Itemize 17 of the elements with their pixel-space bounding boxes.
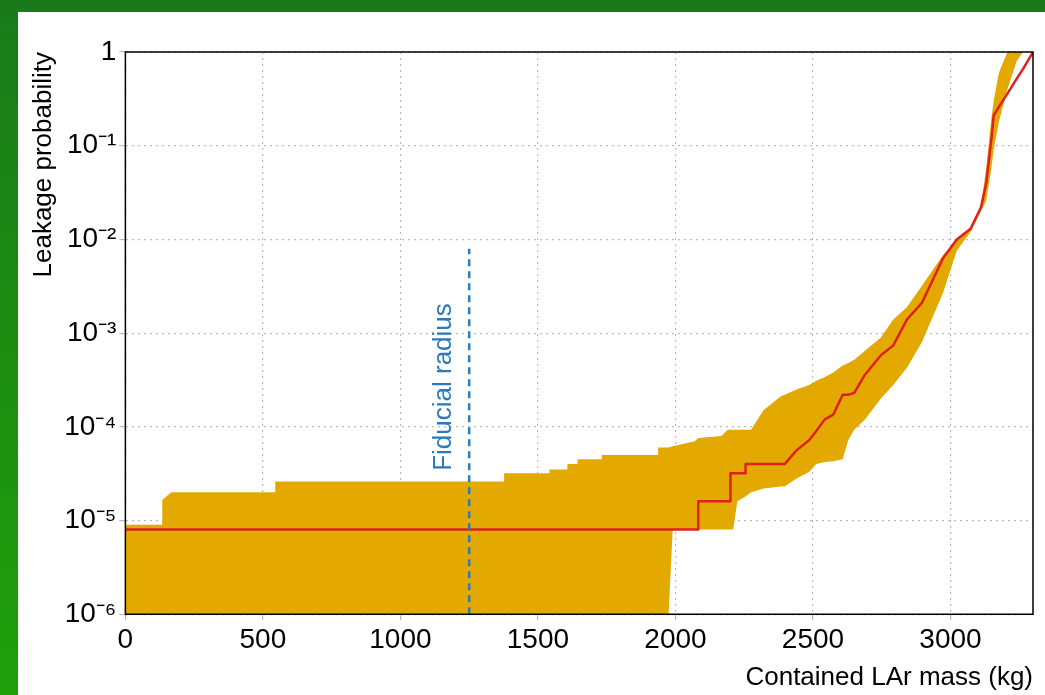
y-axis-title: Leakage probability — [26, 52, 57, 278]
x-tick-label: 3000 — [919, 622, 982, 654]
x-tick-label: 0 — [117, 622, 134, 654]
y-tick-label: 10⁻² — [66, 222, 117, 254]
ref-line-label: Fiducial radius — [427, 303, 458, 471]
y-tick-label: 10⁻³ — [66, 315, 117, 347]
y-tick-label: 1 — [100, 34, 117, 66]
y-tick-label: 10⁻¹ — [66, 128, 117, 160]
x-tick-label: 2000 — [644, 622, 707, 654]
x-tick-label: 1000 — [369, 622, 432, 654]
x-axis-title: Contained LAr mass (kg) — [745, 660, 1033, 691]
y-tick-label: 10⁻⁵ — [64, 503, 117, 535]
y-tick-label: 10⁻⁶ — [64, 596, 117, 628]
x-tick-label: 500 — [239, 622, 287, 654]
x-tick-label: 2500 — [781, 622, 845, 654]
x-tick-label: 1500 — [506, 622, 570, 654]
y-tick-label: 10⁻⁴ — [64, 409, 117, 441]
